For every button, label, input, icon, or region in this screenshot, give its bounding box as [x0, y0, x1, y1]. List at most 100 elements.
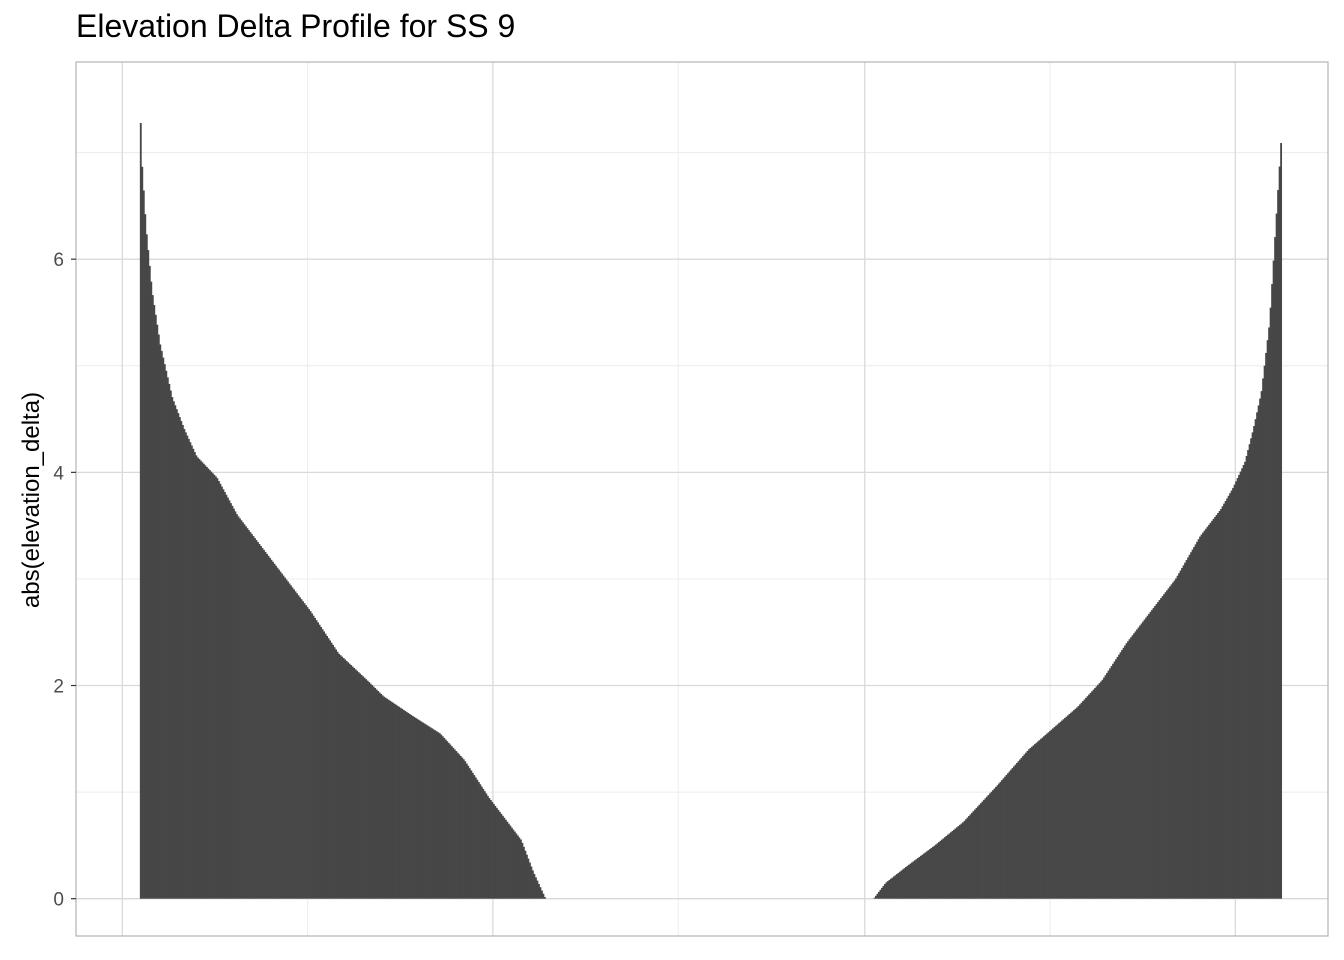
bar [1242, 465, 1245, 899]
bar [503, 817, 506, 899]
bar [184, 432, 187, 899]
bar [288, 583, 291, 899]
bar [172, 401, 175, 899]
bar [1170, 584, 1173, 899]
bar [302, 601, 304, 899]
bar [477, 782, 480, 899]
bar [317, 622, 319, 899]
bar [539, 887, 542, 899]
bar [1233, 484, 1236, 899]
bar [1031, 746, 1033, 899]
bar [1161, 596, 1164, 899]
bar [431, 728, 434, 899]
bar [1137, 627, 1140, 899]
bar [1220, 508, 1223, 899]
bar [327, 638, 330, 899]
bar [986, 796, 988, 899]
bar [1118, 654, 1120, 899]
bar [485, 793, 488, 899]
bar [974, 809, 976, 899]
bar [1203, 530, 1206, 899]
bar [225, 494, 228, 899]
bar [972, 811, 975, 899]
bar [494, 805, 497, 899]
bar [178, 417, 181, 899]
bar [236, 514, 238, 899]
bar [157, 334, 160, 899]
bar [1011, 768, 1014, 899]
bar [336, 651, 339, 899]
bar [1175, 578, 1177, 899]
bar [1254, 419, 1257, 899]
bar [519, 839, 522, 899]
bar [885, 882, 888, 899]
bar [935, 844, 937, 899]
bar [524, 850, 527, 899]
bar [1154, 605, 1156, 899]
bar [1149, 611, 1152, 899]
bar [1053, 727, 1056, 899]
bar [222, 489, 225, 899]
bar [248, 530, 250, 899]
bar [1230, 490, 1233, 899]
bar [389, 700, 392, 899]
bar [1235, 481, 1238, 899]
bar [459, 756, 462, 899]
bar [160, 351, 163, 899]
bar [875, 895, 877, 899]
bar [242, 522, 244, 899]
bar [905, 867, 907, 899]
bar [308, 609, 310, 899]
bar [345, 660, 348, 899]
bar [980, 803, 982, 899]
bar [207, 468, 210, 899]
bar [314, 617, 316, 899]
bar [429, 727, 432, 899]
bar [1041, 737, 1044, 899]
bar [187, 438, 190, 899]
bar [1280, 143, 1283, 899]
bar [210, 471, 213, 899]
bar [299, 597, 301, 899]
bar [1020, 757, 1023, 899]
bar [1262, 378, 1265, 899]
bar [1052, 728, 1054, 899]
bar [287, 581, 289, 899]
bar [1268, 327, 1271, 899]
bar [510, 827, 513, 899]
bar [293, 589, 295, 899]
bar [226, 497, 229, 899]
bar [392, 702, 395, 899]
bar [1028, 749, 1030, 899]
bar [1269, 307, 1272, 899]
bar [497, 809, 500, 899]
bar [219, 483, 222, 899]
bar [501, 815, 504, 899]
bar [1227, 495, 1230, 899]
bar [954, 828, 957, 899]
bar [1241, 468, 1244, 899]
bar [296, 593, 298, 899]
bar [492, 803, 495, 899]
bar [1184, 562, 1186, 899]
bar [198, 459, 201, 899]
bar [1062, 719, 1065, 899]
bar [500, 813, 503, 899]
bar [144, 214, 147, 899]
bar [193, 452, 196, 899]
bar [975, 807, 978, 899]
bar [399, 707, 402, 899]
bar [177, 413, 180, 899]
bar [1103, 677, 1105, 899]
bar [1047, 732, 1050, 899]
bar [528, 862, 531, 899]
bar [1095, 686, 1098, 899]
bar [1215, 514, 1218, 899]
bar [220, 486, 223, 899]
bar [332, 644, 335, 899]
bar [978, 804, 981, 899]
bar [1119, 652, 1122, 899]
bar [228, 500, 231, 899]
bar [521, 842, 524, 899]
bar [1061, 720, 1063, 899]
